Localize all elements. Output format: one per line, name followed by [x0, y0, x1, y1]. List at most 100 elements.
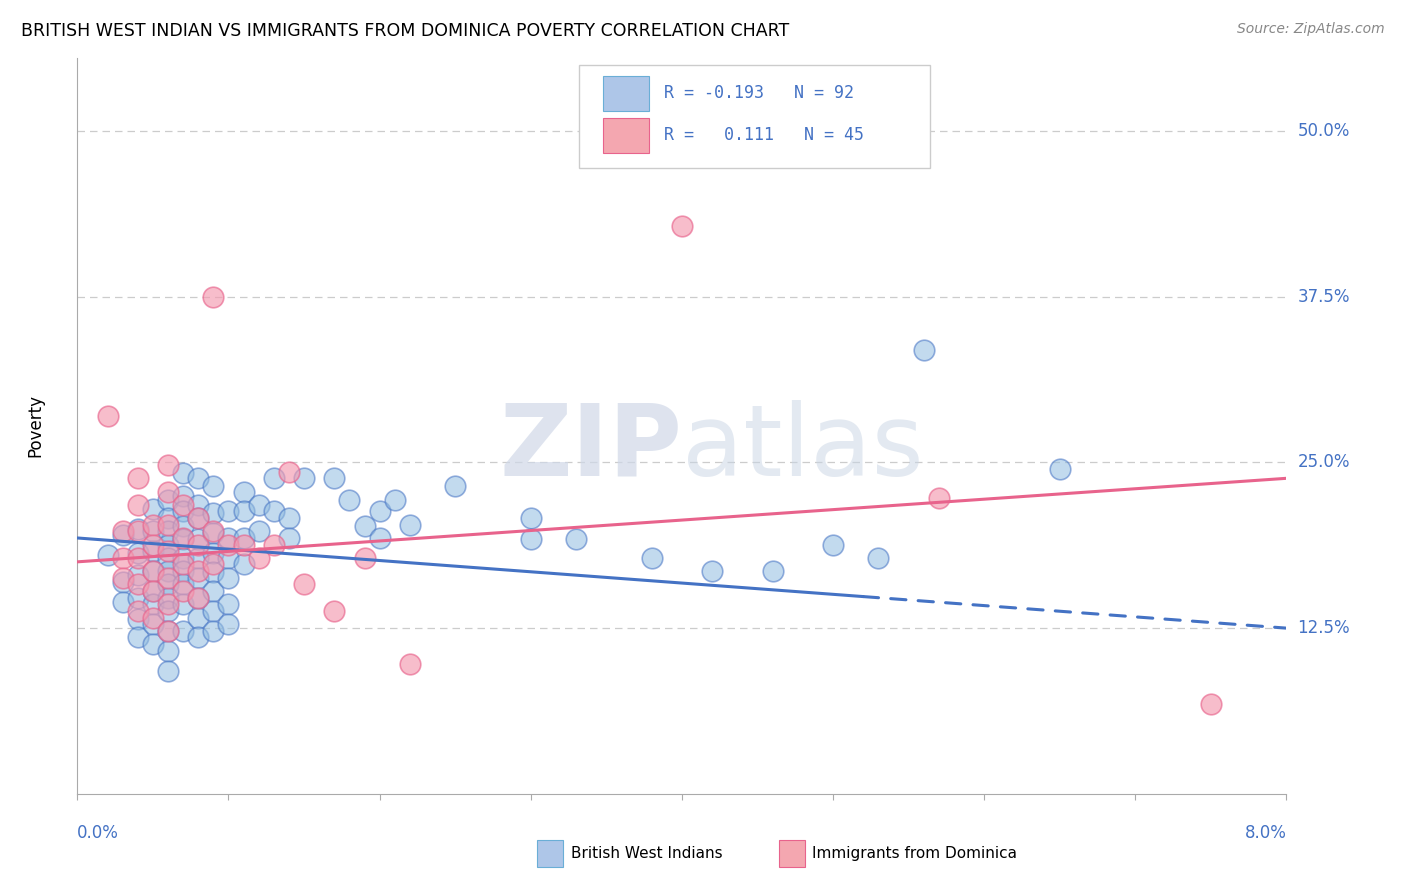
Point	[127, 568, 149, 582]
Point	[187, 564, 209, 578]
Point	[157, 544, 180, 558]
Point	[142, 524, 165, 539]
Point	[565, 533, 588, 547]
Point	[671, 219, 693, 234]
Point	[142, 544, 165, 558]
Point	[127, 591, 149, 605]
Point	[218, 617, 240, 632]
Point	[142, 637, 165, 651]
Text: Poverty: Poverty	[27, 394, 45, 458]
Point	[127, 498, 149, 512]
Text: 0.0%: 0.0%	[77, 824, 120, 842]
Point	[278, 511, 301, 525]
Point	[202, 506, 225, 520]
Point	[187, 498, 209, 512]
Point	[218, 538, 240, 552]
Point	[96, 409, 118, 423]
Point	[187, 550, 209, 565]
Point	[172, 466, 194, 480]
Point	[142, 564, 165, 578]
Point	[157, 571, 180, 585]
Point	[912, 343, 935, 357]
Point	[1199, 697, 1222, 711]
Text: Source: ZipAtlas.com: Source: ZipAtlas.com	[1237, 22, 1385, 37]
Point	[202, 604, 225, 618]
Point	[172, 564, 194, 578]
Bar	[779, 839, 806, 867]
Point	[172, 584, 194, 599]
Point	[127, 545, 149, 559]
Point	[111, 524, 134, 539]
Text: R =   0.111   N = 45: R = 0.111 N = 45	[664, 127, 863, 145]
Point	[157, 564, 180, 578]
Point	[368, 504, 391, 518]
Point	[111, 550, 134, 565]
Point	[247, 498, 270, 512]
FancyBboxPatch shape	[579, 65, 929, 169]
Point	[353, 550, 375, 565]
Point	[232, 558, 254, 572]
Point	[444, 479, 467, 493]
Point	[187, 471, 209, 485]
Point	[172, 519, 194, 533]
Point	[172, 550, 194, 565]
Point	[641, 550, 664, 565]
Point	[157, 524, 180, 539]
Point	[157, 538, 180, 552]
Point	[232, 484, 254, 499]
Point	[263, 471, 285, 485]
Point	[232, 538, 254, 552]
Point	[520, 511, 543, 525]
Text: British West Indians: British West Indians	[571, 846, 723, 861]
Point	[157, 597, 180, 611]
Point	[339, 492, 360, 507]
Point	[202, 290, 225, 304]
Point	[172, 533, 194, 547]
Point	[187, 591, 209, 605]
Point	[142, 617, 165, 632]
Point	[157, 517, 180, 532]
Point	[127, 522, 149, 536]
Bar	[603, 118, 650, 153]
Point	[263, 538, 285, 552]
Text: atlas: atlas	[682, 400, 924, 497]
Text: BRITISH WEST INDIAN VS IMMIGRANTS FROM DOMINICA POVERTY CORRELATION CHART: BRITISH WEST INDIAN VS IMMIGRANTS FROM D…	[21, 22, 789, 40]
Point	[187, 631, 209, 645]
Point	[142, 501, 165, 516]
Point	[172, 624, 194, 638]
Point	[187, 591, 209, 605]
Point	[187, 538, 209, 552]
Point	[278, 531, 301, 545]
Point	[187, 511, 209, 525]
Point	[202, 525, 225, 540]
Point	[172, 558, 194, 572]
Point	[111, 528, 134, 542]
Point	[142, 564, 165, 578]
Text: 50.0%: 50.0%	[1298, 122, 1350, 140]
Point	[142, 610, 165, 624]
Point	[142, 517, 165, 532]
Point	[157, 604, 180, 618]
Point	[157, 624, 180, 638]
Point	[218, 504, 240, 518]
Point	[247, 524, 270, 539]
Point	[202, 545, 225, 559]
Bar	[537, 839, 564, 867]
Point	[399, 657, 422, 671]
Point	[127, 550, 149, 565]
Point	[399, 517, 422, 532]
Point	[202, 624, 225, 638]
Point	[292, 471, 315, 485]
Point	[187, 571, 209, 585]
Point	[127, 524, 149, 539]
Point	[278, 465, 301, 479]
Point	[868, 550, 890, 565]
Text: 37.5%: 37.5%	[1298, 287, 1350, 306]
Point	[142, 584, 165, 599]
Point	[292, 577, 315, 591]
Point	[232, 531, 254, 545]
Point	[157, 550, 180, 565]
Point	[157, 458, 180, 472]
Text: 8.0%: 8.0%	[1244, 824, 1286, 842]
Point	[928, 491, 950, 506]
